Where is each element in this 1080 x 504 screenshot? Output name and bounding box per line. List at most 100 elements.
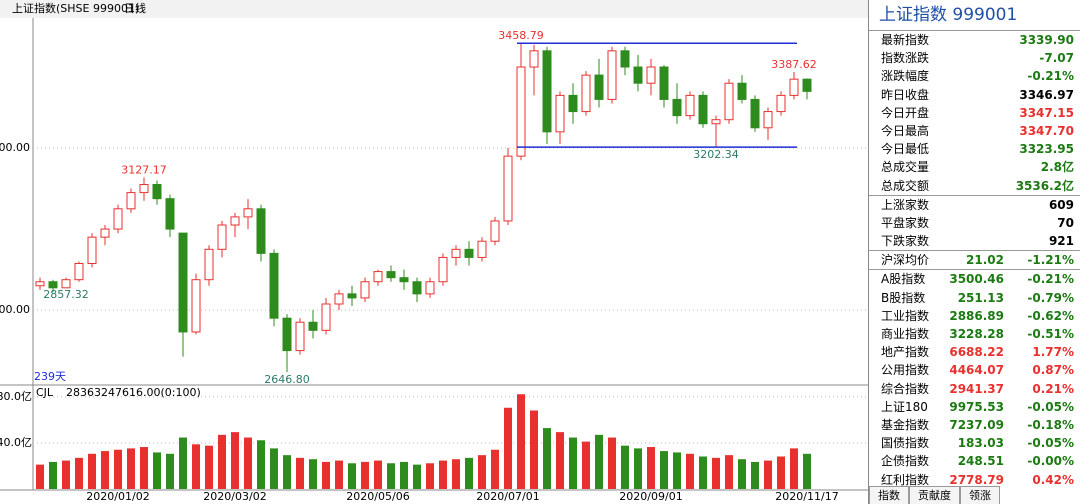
volume-bar: [413, 464, 421, 489]
quote-row: 涨跌幅度 -0.21%: [869, 67, 1080, 85]
index-row: 基金指数 7237.09 -0.18%: [869, 416, 1080, 434]
index-name: 上证指数: [879, 5, 947, 25]
quote-value: 3347.70: [1019, 123, 1074, 138]
average-row: 沪深均价 21.02 -1.21%: [869, 250, 1080, 269]
index-change: -0.05%: [1027, 399, 1074, 414]
index-value: 3228.28: [949, 327, 1004, 341]
period-label: 239天: [34, 370, 66, 383]
candle-body: [373, 271, 383, 283]
y-tick-label: 2800.00: [0, 303, 30, 316]
candle-body: [204, 248, 214, 281]
index-row: 企债指数 248.51 -0.00%: [869, 452, 1080, 470]
candle-body: [230, 216, 240, 226]
volume-bar: [166, 453, 174, 489]
quote-value: 3339.90: [1019, 33, 1074, 47]
chart: 上证指数(SHSE 999001) 日线 CJL 28363247616.00(…: [0, 0, 868, 503]
candle-body: [763, 111, 773, 129]
x-tick-label: 2020/05/06: [346, 490, 409, 503]
index-name: 红利指数: [881, 472, 930, 487]
quote-row: 总成交量 2.8亿: [869, 158, 1080, 176]
volume-bar: [426, 463, 434, 489]
quote-value: 3346.97: [1019, 87, 1074, 102]
average-label: 沪深均价: [881, 253, 930, 268]
candle-body: [490, 220, 500, 242]
volume-summary: 28363247616.00(0:100): [66, 386, 201, 399]
index-change: -0.18%: [1027, 417, 1074, 432]
candle-body: [711, 119, 721, 125]
quote-rows: 最新指数 3339.90 指数涨跌 -7.07 涨跌幅度 -0.21% 昨日收盘 3346.9…: [869, 31, 1080, 489]
volume-bar: [179, 437, 187, 489]
breadth-value: 921: [1048, 234, 1074, 249]
tab[interactable]: 贡献度: [909, 486, 960, 504]
volume-bar: [75, 457, 83, 489]
candle-body: [737, 82, 747, 100]
volume-bar: [49, 461, 57, 489]
period-selector[interactable]: 日线: [124, 1, 146, 15]
candle-body: [451, 248, 461, 258]
volume-bar: [647, 447, 655, 489]
volume-bar: [478, 455, 486, 489]
index-row: A股指数 3500.46 -0.21%: [869, 269, 1080, 288]
quote-value: -0.21%: [1027, 69, 1074, 84]
breadth-label: 下跌家数: [881, 234, 930, 249]
volume-bar: [270, 448, 278, 489]
candle-body: [516, 66, 526, 157]
index-change: -0.00%: [1027, 454, 1074, 469]
tab[interactable]: 领涨: [960, 486, 1000, 504]
index-value: 183.03: [957, 436, 1004, 451]
candle-body: [139, 183, 149, 194]
candle-body: [100, 228, 110, 238]
price-annotation: 2857.32: [43, 288, 89, 301]
candle-body: [243, 208, 253, 218]
index-name: 综合指数: [881, 381, 930, 396]
volume-bar: [621, 445, 629, 489]
volume-bar: [192, 444, 200, 489]
price-annotation: 3458.79: [498, 29, 544, 42]
index-row: 国债指数 183.03 -0.05%: [869, 434, 1080, 452]
candle-body: [620, 50, 630, 68]
volume-bar: [491, 449, 499, 489]
candle-body: [256, 208, 266, 254]
quote-label: 今日最低: [881, 142, 930, 157]
volume-bar: [218, 434, 226, 489]
volume-bar: [660, 451, 668, 489]
index-name: 工业指数: [881, 308, 930, 323]
candle-body: [269, 252, 279, 319]
volume-bar: [790, 448, 798, 489]
quote-row: 指数涨跌 -7.07: [869, 49, 1080, 67]
tab[interactable]: 指数: [869, 486, 909, 504]
volume-bar: [62, 460, 70, 489]
candle-body: [568, 94, 578, 113]
breadth-row: 上涨家数 609: [869, 194, 1080, 214]
candle-body: [360, 281, 370, 299]
candle-body: [386, 271, 396, 279]
quote-row: 今日开盘 3347.15: [869, 104, 1080, 122]
volume-bar: [452, 459, 460, 489]
candle-body: [789, 78, 799, 96]
volume-bar: [465, 457, 473, 489]
volume-bar: [322, 461, 330, 489]
volume-bar: [127, 448, 135, 489]
volume-bar: [400, 461, 408, 489]
volume-bar: [153, 452, 161, 489]
index-change: -0.51%: [1027, 327, 1074, 341]
quote-row: 今日最高 3347.70: [869, 122, 1080, 140]
volume-bar: [634, 448, 642, 489]
symbol-label[interactable]: 上证指数(SHSE 999001): [12, 1, 139, 15]
price-annotation: 2646.80: [264, 373, 310, 386]
candle-body: [61, 279, 71, 289]
volume-bar: [543, 428, 551, 489]
candle-body: [178, 232, 188, 333]
price-annotation: 3202.34: [693, 148, 739, 161]
index-row: 商业指数 3228.28 -0.51%: [869, 325, 1080, 343]
volume-tick-label: 680.0亿: [0, 390, 32, 403]
candle-body: [555, 94, 565, 133]
index-row: 综合指数 2941.37 0.21%: [869, 380, 1080, 398]
candle-body: [347, 293, 357, 299]
candle-body: [35, 281, 45, 287]
x-tick-label: 2020/07/01: [476, 490, 539, 503]
index-change: -0.21%: [1027, 272, 1074, 287]
x-tick-label: 2020/01/02: [86, 490, 149, 503]
candle-body: [399, 277, 409, 283]
candle-body: [308, 321, 318, 331]
